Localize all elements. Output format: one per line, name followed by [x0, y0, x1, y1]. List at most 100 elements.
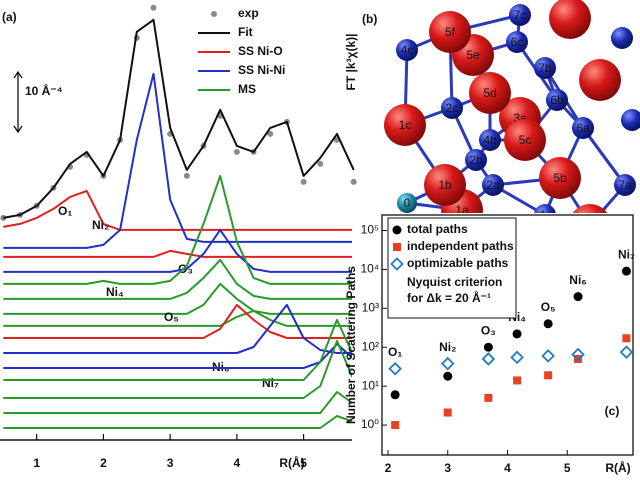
atom-label: 5f — [445, 25, 456, 39]
atom — [396, 39, 418, 61]
legend-label: Fit — [238, 25, 253, 39]
curve — [3, 18, 355, 219]
curve — [3, 309, 354, 327]
curve — [3, 391, 355, 414]
point — [443, 371, 453, 381]
x-tick-label: 2 — [385, 461, 392, 475]
point-label: O₃ — [481, 323, 496, 337]
y-tick-label: 10¹ — [362, 378, 379, 392]
atom — [611, 27, 633, 49]
panel-a: 1 2 3 4 5R(Å)(a)FT |k³χ(k)|10 Å⁻⁴O₁Ni₂O₃Ni₄O… — [0, 4, 365, 470]
y-tick-label: 10⁴ — [360, 262, 379, 276]
atom — [429, 11, 471, 53]
curve — [3, 282, 354, 315]
atom — [441, 97, 463, 119]
atom-label: 6b — [550, 93, 564, 107]
point — [621, 266, 631, 276]
legend-label: MS — [238, 82, 256, 96]
point — [484, 393, 493, 402]
curve — [3, 258, 354, 300]
exp-point — [233, 148, 240, 155]
atom — [534, 57, 556, 79]
atom-label: 6c — [511, 35, 524, 49]
point — [390, 390, 400, 400]
atom-label: 6a — [576, 121, 590, 135]
x-tick-label: 5 — [300, 456, 307, 470]
exp-point — [317, 160, 324, 167]
curve-label: O₅ — [164, 310, 179, 324]
atom — [482, 174, 504, 196]
curve-label: Ni₇ — [262, 376, 279, 390]
atom-label: 0 — [404, 196, 411, 210]
atom-label: 5b — [553, 171, 567, 185]
legend-box — [387, 217, 517, 319]
panel-c: 10⁰ 10¹ 10² 10³ 10⁴ 10⁵ 2 3 4 5 R(Å) Number of Scat… — [344, 213, 640, 480]
point — [541, 349, 555, 363]
atom-label: 2c — [446, 101, 459, 115]
note: Nyquist criterion — [407, 275, 502, 289]
curve — [3, 415, 355, 429]
atom-label: 4b — [483, 133, 497, 147]
atom — [579, 59, 621, 101]
x-tick-label: 1 — [33, 456, 40, 470]
atom-label: 2b — [469, 153, 483, 167]
atom — [572, 117, 594, 139]
panel-label: (a) — [2, 10, 17, 24]
scale-bar-arrow — [13, 70, 23, 134]
point — [440, 356, 455, 371]
x-axis-label: R(Å) — [279, 455, 304, 470]
point — [619, 345, 634, 359]
point — [544, 371, 553, 380]
legend-marker — [211, 11, 217, 17]
atom — [509, 4, 531, 26]
curve — [3, 174, 354, 285]
legend-label: total paths — [407, 222, 468, 236]
legend-label: SS Ni-O — [238, 44, 283, 58]
atom-label: 7a — [618, 178, 632, 192]
scale-bar-label: 10 Å⁻⁴ — [25, 83, 63, 98]
x-tick-label: 5 — [564, 461, 571, 475]
x-tick-label: 4 — [504, 461, 511, 475]
exp-point — [150, 4, 157, 11]
point — [512, 329, 522, 339]
legend-marker — [390, 257, 404, 271]
exp-point — [267, 130, 274, 137]
point-label: O₁ — [388, 345, 402, 359]
atom — [397, 193, 417, 213]
atom-label: 7c — [514, 8, 527, 22]
atom — [465, 149, 487, 171]
point — [571, 347, 585, 362]
curve — [3, 340, 355, 399]
atom-label: 5e — [466, 48, 480, 62]
curve — [3, 189, 354, 231]
atom — [549, 0, 591, 39]
curve-label: Ni₂ — [92, 218, 109, 232]
y-tick-label: 10⁰ — [361, 417, 379, 431]
atom — [504, 119, 546, 161]
curve — [3, 318, 355, 381]
point-label: Ni₇ — [618, 247, 635, 261]
point — [483, 342, 493, 352]
point — [543, 319, 553, 329]
point — [510, 350, 524, 365]
x-tick-label: 3 — [167, 456, 174, 470]
atom-label: 1b — [438, 178, 452, 192]
atom — [614, 174, 636, 196]
exp-point — [300, 178, 307, 185]
point — [573, 292, 583, 302]
atom-label: 5c — [519, 133, 532, 147]
legend-marker — [393, 243, 401, 251]
x-axis-label: R(Å) — [605, 460, 630, 475]
panel-label: (b) — [362, 12, 377, 26]
point — [513, 376, 522, 385]
curve — [3, 343, 355, 369]
atom — [479, 129, 501, 151]
x-tick-label: 4 — [234, 456, 241, 470]
curve — [3, 303, 354, 354]
atom — [506, 31, 528, 53]
atom-label: 5d — [483, 86, 496, 100]
point — [388, 361, 402, 376]
exp-point — [350, 178, 357, 185]
exp-point — [183, 172, 190, 179]
